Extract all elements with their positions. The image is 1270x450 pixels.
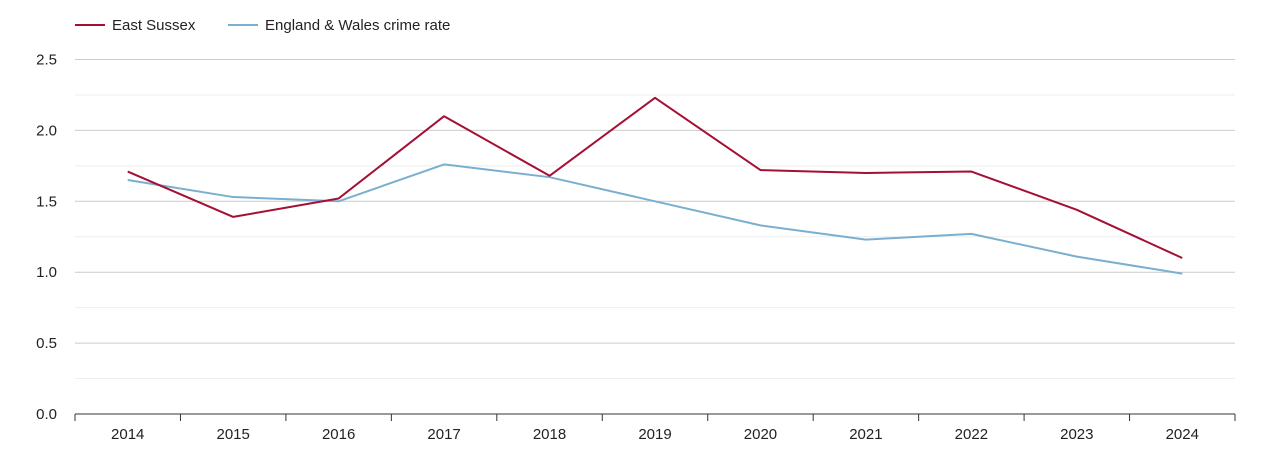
y-tick-label: 1.5 — [36, 193, 57, 210]
x-tick-label: 2019 — [638, 426, 671, 443]
x-tick-label: 2023 — [1060, 426, 1093, 443]
series-line-england-wales-crime-rate[interactable] — [127, 163, 1183, 275]
x-tick-label: 2017 — [427, 426, 460, 443]
y-tick-label: 1.0 — [36, 264, 57, 281]
series-line-east-sussex[interactable] — [127, 96, 1183, 259]
y-tick-label: 2.0 — [36, 122, 57, 139]
y-tick-label: 2.5 — [36, 52, 57, 69]
chart-series — [127, 96, 1183, 275]
y-axis: 0.0 0.5 1.0 1.5 2.0 2.5 — [36, 52, 57, 424]
chart-gridlines — [75, 59, 1235, 380]
legend-item-england-wales[interactable]: England & Wales crime rate — [228, 17, 450, 34]
x-tick-label: 2014 — [111, 426, 144, 443]
x-tick-label: 2024 — [1166, 426, 1199, 443]
x-tick-label: 2018 — [533, 426, 566, 443]
y-tick-label: 0.5 — [36, 335, 57, 352]
x-tick-label: 2021 — [849, 426, 882, 443]
chart-legend: East Sussex England & Wales crime rate — [75, 17, 450, 34]
x-tick-label: 2020 — [744, 426, 777, 443]
legend-item-east-sussex[interactable]: East Sussex — [75, 17, 196, 34]
x-tick-label: 2022 — [955, 426, 988, 443]
y-tick-label: 0.0 — [36, 406, 57, 423]
x-tick-label: 2015 — [216, 426, 249, 443]
x-axis: 2014 2015 2016 2017 2018 2019 2020 2021 2022 2023… — [74, 413, 1236, 443]
x-tick-label: 2016 — [322, 426, 355, 443]
legend-label-east-sussex: East Sussex — [112, 17, 196, 34]
legend-label-england-wales: England & Wales crime rate — [265, 17, 450, 34]
